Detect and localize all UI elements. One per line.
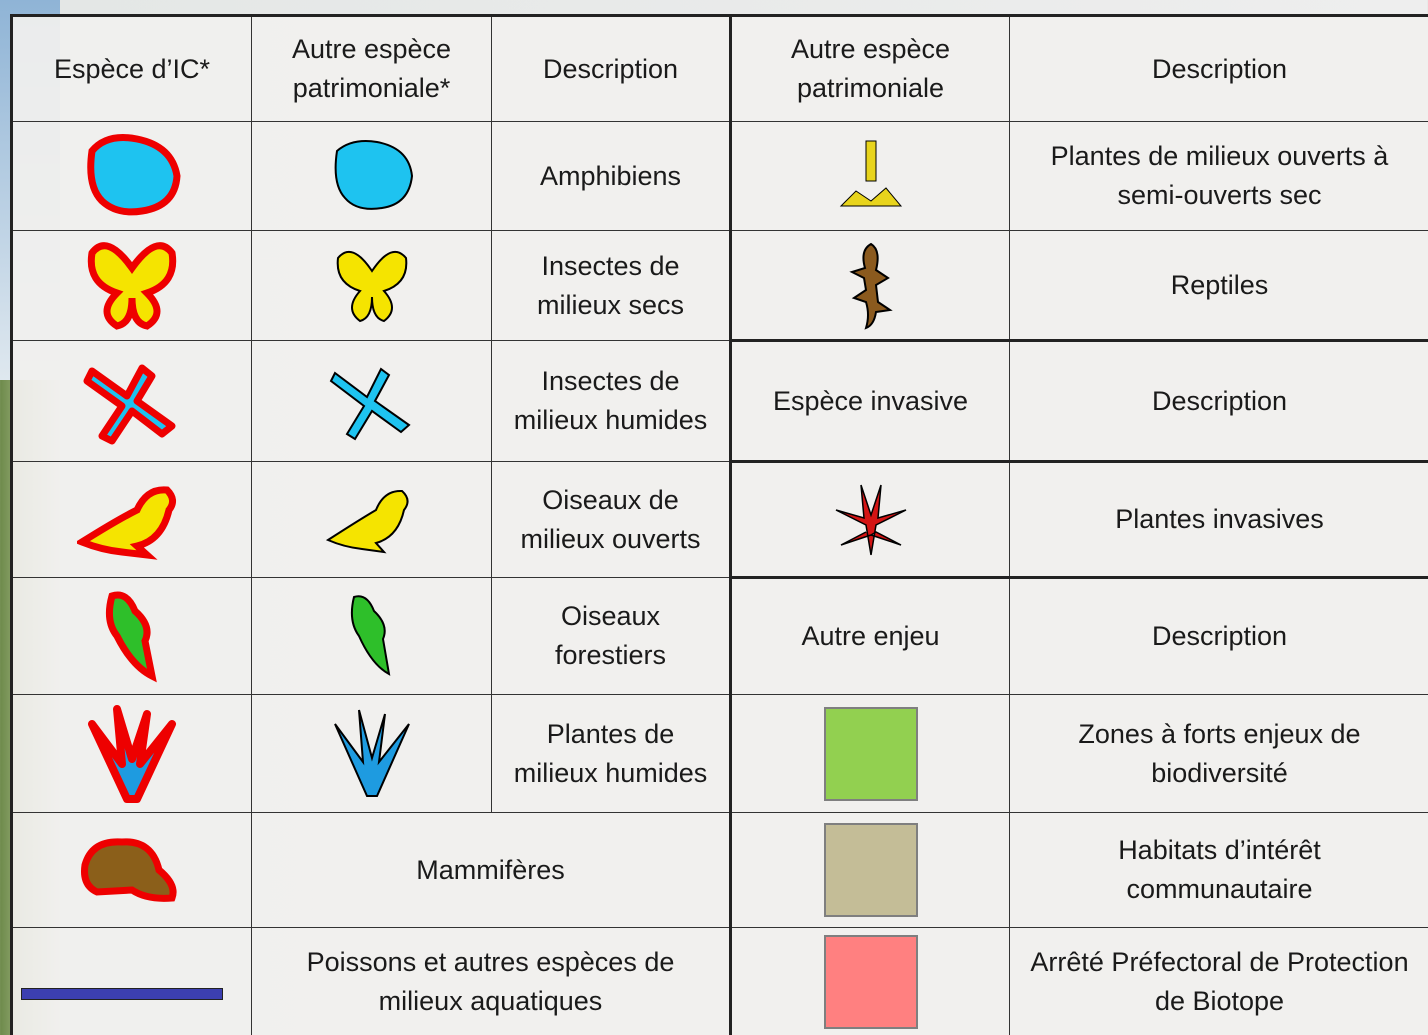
- issue-cell: Arrêté Préfectoral de Protection de Biot…: [1009, 927, 1428, 1035]
- issue-cell: Habitats d’intérêt communautaire: [1009, 812, 1428, 928]
- icon-cell: [251, 340, 492, 462]
- issue-cell: Zones à forts enjeux de biodiversité: [1009, 694, 1428, 813]
- bird-icon: [325, 489, 409, 554]
- bird-ic-icon: [77, 485, 176, 560]
- icon-cell: [251, 694, 492, 813]
- header-cell: Description: [1009, 339, 1428, 462]
- icon-cell: [251, 230, 492, 341]
- species-cell: Reptiles: [1009, 230, 1428, 341]
- group-cell: Plantes de milieux humides: [491, 694, 731, 813]
- header-cell: Espèce invasive: [729, 339, 1010, 462]
- icon-cell: [251, 461, 492, 578]
- icon-cell: [11, 577, 252, 695]
- group-cell: Insectes de milieux humides: [491, 340, 731, 462]
- legend-table: Espèce d’IC* Autre espèce patrimoniale* …: [10, 14, 1428, 1035]
- icon-cell: [11, 461, 252, 578]
- frog-ic-icon: [87, 134, 181, 216]
- icon-cell: [11, 230, 252, 341]
- swatch-tan: [823, 823, 918, 917]
- swatch-pink: [823, 935, 918, 1029]
- lizard-icon: [848, 242, 893, 330]
- header-cell: Autre espèce patrimoniale: [729, 15, 1010, 122]
- group-cell: Oiseaux forestiers: [491, 577, 731, 695]
- icon-cell: [11, 121, 252, 231]
- butterfly-icon: [336, 250, 407, 323]
- header-cell: Espèce d’IC*: [11, 15, 252, 122]
- swatch-cell: [729, 812, 1010, 928]
- forest-bird-icon: [350, 594, 390, 676]
- icon-cell: [729, 460, 1010, 578]
- species-cell: Plantes de milieux ouverts à semi-ouvert…: [1009, 121, 1428, 231]
- icon-cell: [729, 121, 1010, 231]
- swatch-green: [823, 706, 918, 801]
- dragonfly-icon: [329, 366, 411, 440]
- wet-plant-icon: [333, 709, 410, 797]
- invasive-cell: Plantes invasives: [1009, 460, 1428, 578]
- swatch-cell: [729, 694, 1010, 813]
- group-cell: Amphibiens: [491, 121, 731, 231]
- icon-cell: [251, 121, 492, 231]
- wet-plant-ic-icon: [88, 704, 176, 803]
- plant-dry-icon: [839, 140, 902, 207]
- line-cell: [11, 927, 252, 1035]
- aquatic-line: [21, 988, 223, 1000]
- group-cell: Poissons et autres espèces de milieux aq…: [251, 927, 731, 1035]
- forest-bird-ic-icon: [105, 591, 157, 683]
- header-cell: Autre espèce patrimoniale*: [251, 15, 492, 122]
- group-cell: Mammifères: [251, 812, 731, 928]
- header-cell: Description: [1009, 576, 1428, 695]
- group-cell: Oiseaux de milieux ouverts: [491, 461, 731, 578]
- header-cell: Description: [1009, 15, 1428, 122]
- butterfly-ic-icon: [87, 242, 177, 330]
- frog-icon: [334, 140, 413, 210]
- swatch-cell: [729, 927, 1010, 1035]
- header-cell: Description: [491, 15, 731, 122]
- icon-cell: [251, 577, 492, 695]
- icon-cell: [11, 340, 252, 462]
- group-cell: Insectes de milieux secs: [491, 230, 731, 341]
- invasive-plant-icon: [835, 484, 906, 555]
- dragonfly-ic-icon: [83, 364, 176, 445]
- icon-cell: [729, 230, 1010, 341]
- icon-cell: [11, 694, 252, 813]
- header-cell: Autre enjeu: [729, 576, 1010, 695]
- icon-cell: [11, 812, 252, 928]
- mammal-ic-icon: [81, 838, 177, 902]
